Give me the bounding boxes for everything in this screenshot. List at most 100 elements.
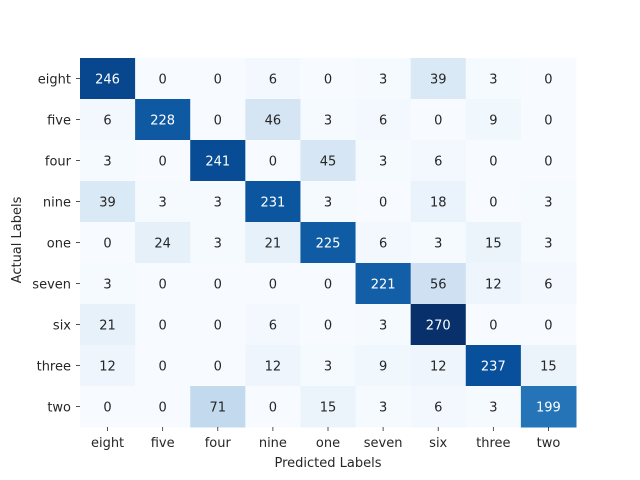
cell-value-label: 39 [99, 196, 116, 211]
heatmap-cell [355, 99, 412, 141]
heatmap-cell [355, 222, 412, 264]
cell-value-label: 56 [430, 278, 447, 293]
cell-value-label: 228 [150, 114, 175, 129]
heatmap-cell [465, 263, 522, 305]
heatmap-cell [190, 99, 246, 141]
heatmap-cell [355, 345, 412, 387]
heatmap-cell [465, 99, 522, 141]
heatmap-cell [465, 181, 522, 223]
heatmap-cell [520, 181, 577, 223]
cell-value-label: 12 [99, 360, 116, 375]
heatmap-cell [410, 304, 467, 346]
heatmap-cell [300, 263, 357, 305]
cell-value-label: 3 [434, 237, 442, 252]
cell-value-label: 6 [269, 319, 277, 334]
cell-value-label: 0 [214, 114, 222, 129]
cell-value-label: 0 [214, 319, 222, 334]
x-tick-label: six [429, 436, 447, 451]
cell-value-label: 24 [154, 237, 171, 252]
cell-value-label: 9 [489, 114, 497, 129]
heatmap-cell [190, 304, 246, 346]
cell-value-label: 71 [210, 401, 227, 416]
heatmap-cell [300, 140, 357, 182]
heatmap-cell [410, 181, 467, 223]
cell-value-label: 225 [316, 237, 341, 252]
heatmap-cell [190, 386, 246, 428]
cell-value-label: 0 [159, 401, 167, 416]
cell-value-label: 3 [379, 155, 387, 170]
heatmap-cell [520, 386, 577, 428]
cell-value-label: 9 [379, 360, 387, 375]
cell-value-label: 12 [265, 360, 282, 375]
heatmap-cell [465, 386, 522, 428]
cell-value-label: 18 [430, 196, 447, 211]
cell-value-label: 246 [95, 73, 120, 88]
cell-value-label: 0 [544, 114, 552, 129]
cell-value-label: 3 [324, 196, 332, 211]
cell-value-label: 0 [159, 155, 167, 170]
cell-value-label: 46 [265, 114, 282, 129]
heatmap-cell [355, 386, 412, 428]
heatmap-cell [245, 386, 301, 428]
heatmap-cell [410, 140, 467, 182]
cell-value-label: 3 [544, 196, 552, 211]
cell-value-label: 0 [489, 196, 497, 211]
cell-value-label: 15 [485, 237, 502, 252]
heatmap-cell [520, 140, 577, 182]
cell-value-label: 0 [324, 73, 332, 88]
cell-value-label: 3 [544, 237, 552, 252]
x-tick-label: two [537, 436, 561, 451]
cell-value-label: 21 [265, 237, 282, 252]
cell-value-label: 3 [103, 278, 111, 293]
heatmap-cell [300, 99, 357, 141]
heatmap-cell [135, 345, 191, 387]
cell-value-label: 6 [434, 155, 442, 170]
heatmap-cell [300, 304, 357, 346]
y-tick-label: three [37, 360, 71, 375]
heatmap-cell [520, 263, 577, 305]
heatmap-cell [135, 140, 191, 182]
y-axis-ticks: eight five four nine one seven six three two [32, 73, 80, 416]
heatmap-cell [135, 304, 191, 346]
heatmap-cell [410, 58, 467, 100]
cell-value-label: 221 [371, 278, 396, 293]
cell-value-label: 0 [103, 401, 111, 416]
cell-value-label: 6 [544, 278, 552, 293]
heatmap-cell [190, 345, 246, 387]
heatmap-cell [520, 99, 577, 141]
cell-value-label: 12 [485, 278, 502, 293]
cell-value-label: 0 [434, 114, 442, 129]
heatmap-cell [465, 304, 522, 346]
y-tick-label: seven [32, 278, 71, 293]
cell-value-label: 0 [544, 319, 552, 334]
heatmap-cell [80, 263, 136, 305]
x-axis-label: Predicted Labels [274, 456, 381, 471]
x-tick-label: eight [91, 436, 124, 451]
heatmap-cell [80, 140, 136, 182]
cell-value-label: 3 [379, 319, 387, 334]
heatmap-cell [80, 386, 136, 428]
heatmap-cell [80, 99, 136, 141]
heatmap-cell [135, 99, 191, 141]
heatmap-cell [410, 263, 467, 305]
cell-value-label: 0 [489, 319, 497, 334]
cell-value-label: 39 [430, 73, 447, 88]
heatmap-cell [300, 222, 357, 264]
heatmap-cell [300, 386, 357, 428]
heatmap-cell [465, 222, 522, 264]
x-tick-label: seven [364, 436, 403, 451]
cell-value-label: 241 [205, 155, 230, 170]
heatmap-cell [520, 345, 577, 387]
heatmap-cell [245, 99, 301, 141]
cell-value-label: 0 [269, 401, 277, 416]
cell-value-label: 0 [214, 360, 222, 375]
heatmap-cell [245, 304, 301, 346]
x-axis-ticks: eight five four nine one seven six three two [91, 427, 560, 451]
y-tick-label: two [47, 401, 71, 416]
cell-value-label: 0 [159, 360, 167, 375]
cell-value-label: 0 [103, 237, 111, 252]
heatmap-cell [300, 181, 357, 223]
cell-value-label: 3 [379, 401, 387, 416]
heatmap-cell [80, 58, 136, 100]
